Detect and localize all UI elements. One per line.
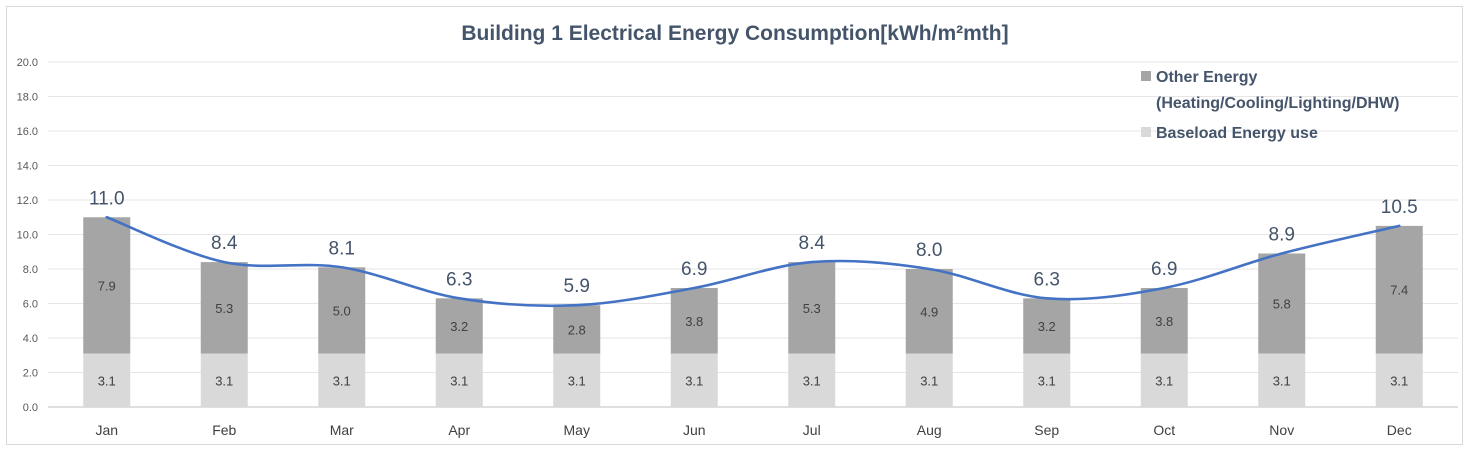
- x-tick-label: Dec: [1387, 422, 1412, 438]
- segment-value-label: 7.9: [98, 278, 116, 293]
- data-labels: 3.1 7.9 11.0 3.1 5.3 8.4 3.1 5.0 8.1 3.1 3.2 6.3 3.1…: [89, 188, 1418, 388]
- bar-baseload: [553, 353, 601, 407]
- segment-value-label: 3.1: [98, 373, 116, 388]
- y-tick-label: 6.0: [23, 299, 38, 311]
- bar-baseload: [1258, 353, 1306, 407]
- total-value-label: 8.4: [211, 233, 238, 254]
- segment-value-label: 5.3: [215, 301, 233, 316]
- bar-baseload: [435, 353, 483, 407]
- segment-value-label: 3.1: [1273, 373, 1291, 388]
- bar-baseload: [905, 353, 953, 407]
- segment-value-label: 3.1: [1038, 373, 1056, 388]
- legend-label-other-energy: Other Energy: [1156, 69, 1257, 86]
- segment-value-label: 4.9: [920, 304, 938, 319]
- y-tick-label: 10.0: [17, 230, 38, 242]
- bar-other-energy: [200, 262, 248, 354]
- legend: Other Energy (Heating/Cooling/Lighting/DH…: [1141, 69, 1400, 142]
- y-tick-label: 0.0: [23, 402, 38, 414]
- legend-label-other-energy-detail: (Heating/Cooling/Lighting/DHW): [1156, 95, 1400, 112]
- x-tick-label: Aug: [917, 422, 942, 438]
- total-value-label: 8.0: [916, 240, 942, 261]
- bar-other-energy: [83, 217, 131, 354]
- segment-value-label: 3.2: [1038, 319, 1056, 334]
- segment-value-label: 3.8: [685, 314, 703, 329]
- bar-baseload: [1140, 353, 1188, 407]
- total-value-label: 6.9: [681, 259, 707, 280]
- bar-other-energy: [670, 287, 718, 354]
- y-axis: 0.0 2.0 4.0 6.0 8.0 10.0 12.0 14.0 16.0 18.0 20.0: [17, 57, 38, 414]
- segment-value-label: 5.3: [803, 301, 821, 316]
- segment-value-label: 7.4: [1390, 283, 1408, 298]
- trend-line: [105, 215, 1401, 308]
- bar-baseload: [1023, 353, 1071, 407]
- segment-value-label: 3.2: [450, 319, 468, 334]
- segment-value-label: 3.1: [1155, 373, 1173, 388]
- bar-other-energy: [905, 269, 953, 354]
- total-value-label: 11.0: [89, 188, 125, 209]
- legend-swatch-baseload: [1141, 127, 1151, 137]
- y-tick-label: 4.0: [23, 333, 38, 345]
- x-tick-label: Nov: [1269, 422, 1294, 438]
- bar-other-energy: [1023, 298, 1071, 354]
- x-tick-label: Mar: [330, 422, 354, 438]
- bar-other-energy: [435, 298, 483, 354]
- x-tick-label: Sep: [1034, 422, 1059, 438]
- bar-baseload: [1375, 353, 1423, 407]
- bar-baseload: [200, 353, 248, 407]
- y-tick-label: 2.0: [23, 368, 38, 380]
- segment-value-label: 5.8: [1273, 297, 1291, 312]
- total-trend-line: [105, 215, 1401, 308]
- x-tick-label: Jan: [95, 422, 118, 438]
- segment-value-label: 3.1: [685, 373, 703, 388]
- segment-value-label: 3.8: [1155, 314, 1173, 329]
- bar-other-energy: [1375, 225, 1423, 354]
- bar-baseload: [83, 353, 131, 407]
- x-tick-label: Jun: [683, 422, 706, 438]
- total-value-label: 5.9: [564, 276, 590, 297]
- grid: [48, 61, 1458, 408]
- y-tick-label: 20.0: [17, 57, 38, 69]
- bar-other-energy: [1140, 287, 1188, 354]
- total-value-label: 8.1: [329, 238, 355, 259]
- y-tick-label: 18.0: [17, 92, 38, 104]
- chart-frame: [6, 6, 1463, 445]
- segment-value-label: 3.1: [215, 373, 233, 388]
- y-tick-label: 14.0: [17, 161, 38, 173]
- segment-value-label: 3.1: [450, 373, 468, 388]
- y-tick-label: 16.0: [17, 126, 38, 138]
- x-tick-label: Jul: [803, 422, 821, 438]
- x-tick-label: Oct: [1153, 422, 1175, 438]
- segment-value-label: 3.1: [803, 373, 821, 388]
- y-tick-label: 8.0: [23, 264, 38, 276]
- segment-value-label: 3.1: [1390, 373, 1408, 388]
- segment-value-label: 3.1: [333, 373, 351, 388]
- bar-other-energy: [318, 267, 366, 354]
- x-tick-label: Apr: [448, 422, 470, 438]
- x-axis: Jan Feb Mar Apr May Jun Jul Aug Sep Oct Nov Dec: [95, 422, 1411, 438]
- y-tick-label: 12.0: [17, 195, 38, 207]
- total-value-label: 6.3: [446, 269, 472, 290]
- bar-other-energy: [1258, 253, 1306, 354]
- x-tick-label: May: [564, 422, 590, 438]
- bar-baseload: [788, 353, 836, 407]
- total-value-label: 10.5: [1381, 197, 1418, 218]
- x-tick-label: Feb: [212, 422, 236, 438]
- legend-label-baseload: Baseload Energy use: [1156, 125, 1318, 142]
- bar-baseload: [318, 353, 366, 407]
- segment-value-label: 3.1: [920, 373, 938, 388]
- segment-value-label: 3.1: [568, 373, 586, 388]
- bar-other-energy: [553, 305, 601, 354]
- legend-swatch-other-energy: [1141, 71, 1151, 81]
- total-value-label: 8.4: [799, 233, 826, 254]
- total-value-label: 6.9: [1151, 259, 1177, 280]
- segment-value-label: 2.8: [568, 322, 586, 337]
- total-value-label: 6.3: [1034, 269, 1060, 290]
- bar-baseload: [670, 353, 718, 407]
- bar-other-energy: [788, 262, 836, 354]
- total-value-label: 8.9: [1269, 224, 1295, 245]
- chart-title: Building 1 Electrical Energy Consumption…: [461, 22, 1008, 45]
- bars: [83, 217, 1423, 407]
- segment-value-label: 5.0: [333, 303, 351, 318]
